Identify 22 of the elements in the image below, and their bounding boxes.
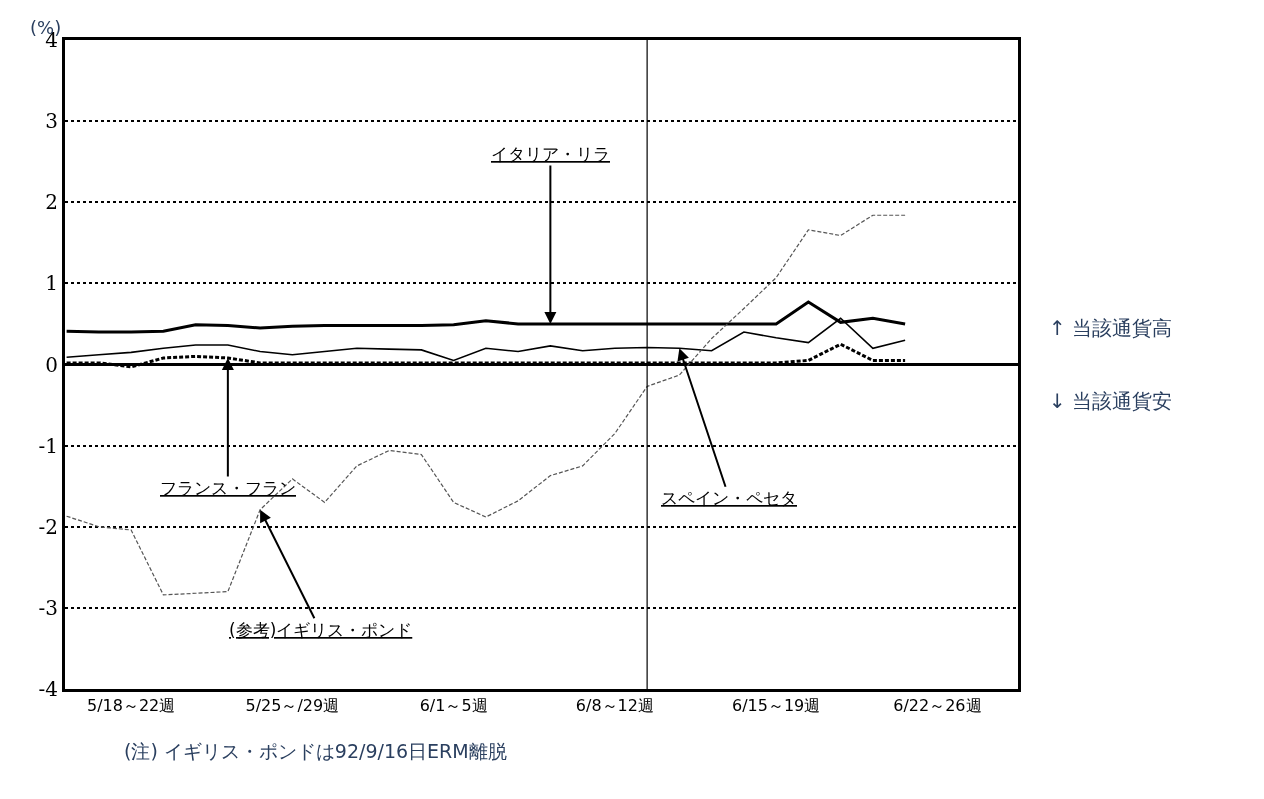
y-tick-label: -1: [38, 433, 58, 458]
x-tick-label: 5/18～22週: [86, 696, 176, 716]
y-tick-label: 0: [45, 352, 58, 377]
x-tick-label: 5/25～/29週: [245, 696, 340, 716]
x-tick-label: 6/8～12週: [575, 696, 654, 716]
line-series: [66, 214, 906, 596]
text: (注) イギリス・ポンドは92/9/16日ERM離脱: [124, 740, 507, 762]
text: ↑ 当該通貨高: [1049, 316, 1173, 340]
y-tick-label: 3: [45, 109, 58, 134]
y-tick-label: -2: [38, 514, 58, 539]
x-tick-label: 6/22～26週: [893, 696, 982, 716]
x-tick-label: 6/15～19週: [731, 696, 821, 716]
y-tick-label: -4: [38, 677, 58, 701]
series-label: (参考)イギリス・ポンド: [229, 620, 413, 640]
text: ↓ 当該通貨安: [1049, 389, 1173, 413]
x-tick-label: 6/1～5週: [419, 696, 488, 716]
text: イタリア・リラ: [491, 144, 610, 164]
y-tick-label: 2: [45, 190, 58, 215]
text: スペイン・ペセタ: [661, 488, 797, 508]
y-tick-label: -3: [38, 595, 58, 620]
text: フランス・フラン: [160, 478, 296, 498]
y-tick-label: 1: [45, 271, 58, 296]
